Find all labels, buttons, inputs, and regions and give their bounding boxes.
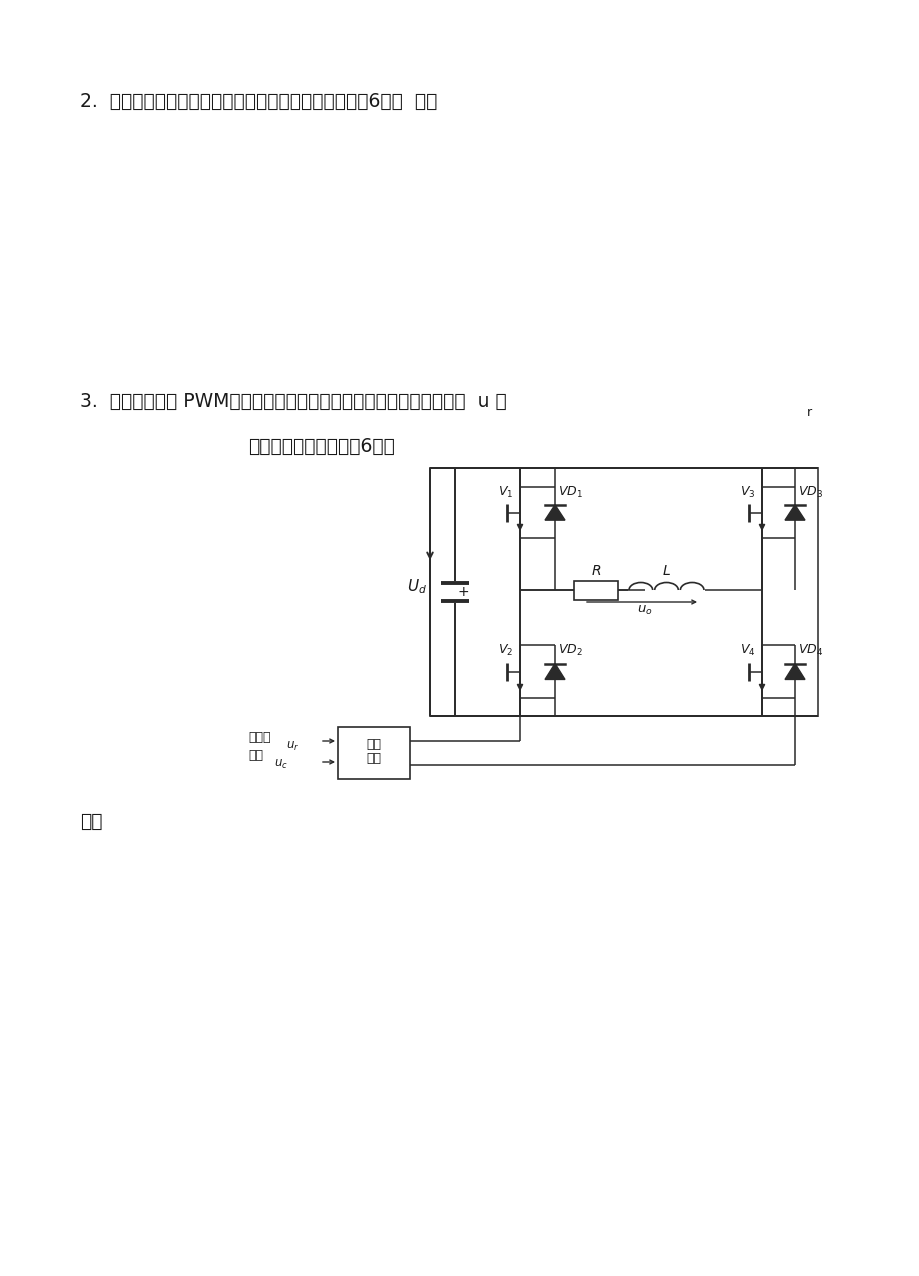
Text: $VD_2$: $VD_2$ (558, 643, 582, 658)
Text: $VD_1$: $VD_1$ (558, 485, 583, 500)
Text: $u_o$: $u_o$ (636, 604, 652, 618)
Text: $U_d$: $U_d$ (406, 578, 426, 596)
Text: 3.  如图单相桥式 PWM逆变器主电路，试说明单极型控制方式在调制波  u 的: 3. 如图单相桥式 PWM逆变器主电路，试说明单极型控制方式在调制波 u 的 (80, 392, 506, 411)
Text: 负半周的工作过程。（6分）: 负半周的工作过程。（6分） (248, 436, 394, 456)
Text: r: r (806, 406, 811, 419)
Polygon shape (544, 664, 564, 679)
Text: 信号波: 信号波 (248, 731, 270, 744)
Polygon shape (544, 505, 564, 521)
Text: $VD_4$: $VD_4$ (797, 643, 823, 658)
Text: 载波: 载波 (248, 749, 263, 762)
Text: $V_4$: $V_4$ (739, 643, 754, 658)
Text: 答：: 答： (80, 812, 102, 831)
Text: $VD_3$: $VD_3$ (797, 485, 823, 500)
Text: $u_r$: $u_r$ (286, 740, 299, 753)
Text: 调制: 调制 (366, 739, 381, 752)
Text: 2.  交流调压电路和交流调功电路有何区别？为什么？（6分）  答：: 2. 交流调压电路和交流调功电路有何区别？为什么？（6分） 答： (80, 92, 437, 111)
Text: $V_3$: $V_3$ (739, 485, 754, 500)
Text: 电路: 电路 (366, 753, 381, 766)
Text: +: + (458, 584, 469, 598)
Text: $u_c$: $u_c$ (274, 758, 288, 771)
Polygon shape (784, 505, 804, 521)
Text: $V_1$: $V_1$ (497, 485, 513, 500)
Bar (429, 468, 817, 716)
Text: $V_2$: $V_2$ (497, 643, 513, 658)
Text: $R$: $R$ (590, 564, 600, 578)
Bar (573, 581, 618, 600)
Text: $L$: $L$ (662, 564, 670, 578)
Polygon shape (784, 664, 804, 679)
Bar (337, 727, 410, 780)
